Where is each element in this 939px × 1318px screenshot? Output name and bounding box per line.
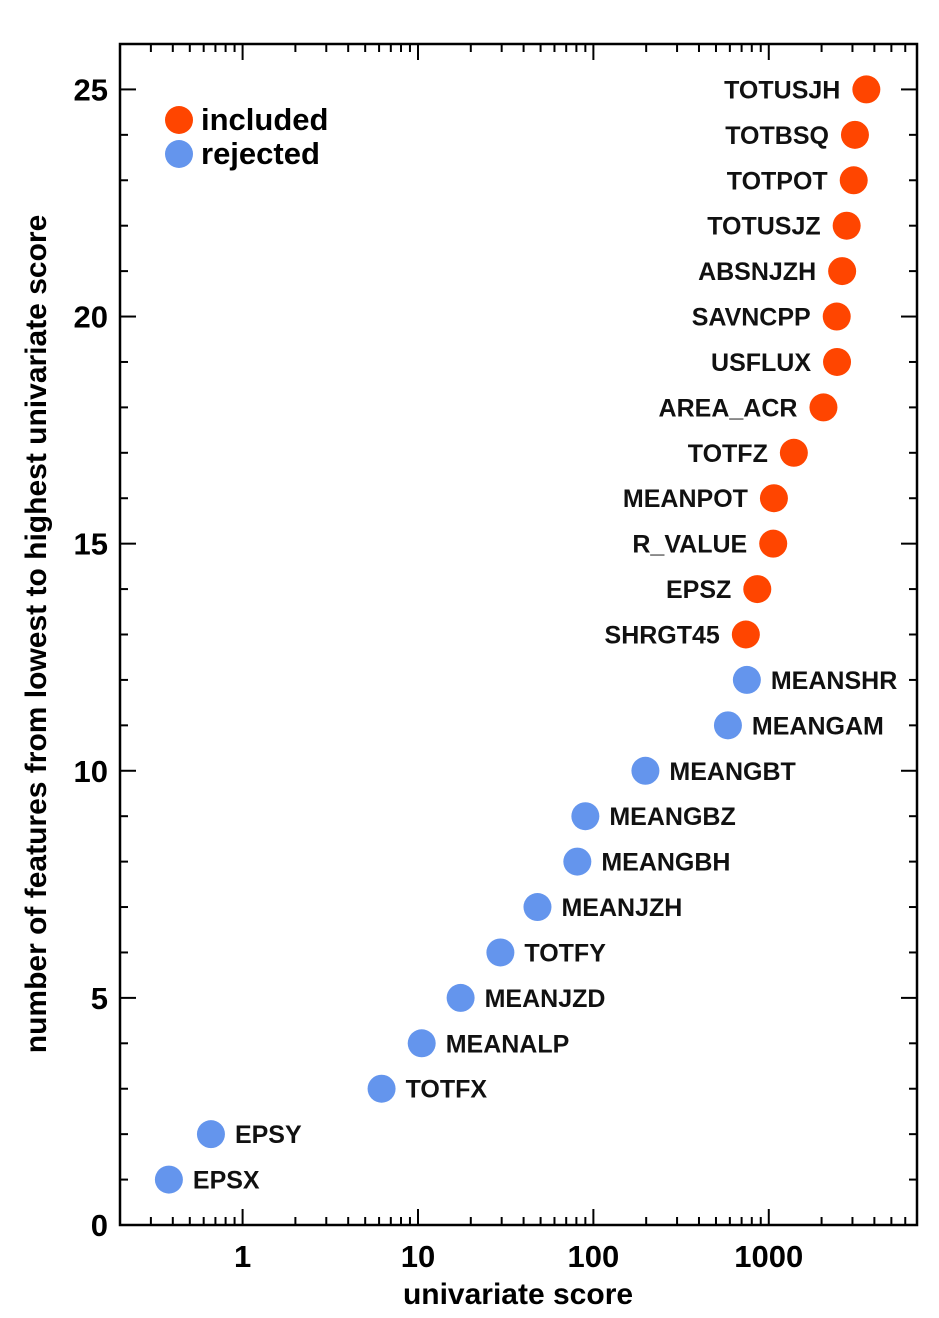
data-point-label: TOTFZ [688,440,768,468]
data-point-label: EPSZ [666,576,731,604]
data-point-included [822,302,851,331]
data-point-included [759,529,788,558]
data-point-label: SAVNCPP [692,304,811,332]
data-point-label: EPSX [193,1167,260,1195]
x-tick-labels: 1 10 100 1000 [234,1239,803,1274]
data-point-included [840,120,869,149]
data-point-label: MEANJZD [485,985,606,1013]
data-point-label: TOTUSJH [724,76,840,104]
data-point-included [731,620,760,649]
y-tick-label: 0 [91,1208,108,1243]
axis-ticks [119,43,918,1226]
data-point-rejected [631,756,660,785]
data-point-included [852,75,881,104]
legend-entry-label: included [201,102,328,137]
data-point-label: MEANALP [446,1030,570,1058]
data-point-included [828,257,857,286]
data-point-included [839,166,868,195]
data-point-label: USFLUX [711,349,811,377]
data-point-rejected [196,1120,225,1149]
data-points: SHRGT45 EPSZ R_VALUE MEANPOT TOTFZ AREA_ACR US… [154,75,897,1195]
data-point-rejected [367,1074,396,1103]
data-point-rejected [154,1165,183,1194]
y-tick-label: 25 [74,72,108,107]
data-point-label: MEANSHR [771,667,897,695]
data-point-label: AREA_ACR [659,394,798,422]
x-tick-label: 10 [401,1239,435,1274]
legend-entry-label: rejected [201,136,320,171]
data-point-label: MEANGBT [669,758,795,786]
data-point-label: TOTFY [524,939,606,967]
data-point-label: MEANGBZ [609,803,735,831]
data-point-label: MEANJZH [561,894,682,922]
y-tick-labels: 0 5 10 15 20 25 [74,72,108,1243]
y-axis-title: number of features from lowest to highes… [20,215,53,1054]
data-point-included [759,484,788,513]
data-point-included [743,575,772,604]
data-point-rejected [446,983,475,1012]
data-point-rejected [563,847,592,876]
y-tick-label: 10 [74,754,108,789]
data-point-included [823,347,852,376]
y-tick-label: 20 [74,300,108,335]
data-point-label: MEANPOT [623,485,748,513]
data-point-label: TOTUSJZ [707,213,820,241]
data-point-label: MEANGAM [752,712,884,740]
x-tick-label: 1 [234,1239,251,1274]
data-point-rejected [486,938,515,967]
data-point-label: TOTBSQ [725,122,829,150]
data-point-rejected [732,665,761,694]
x-tick-label: 100 [568,1239,620,1274]
data-point-rejected [571,802,600,831]
legend-marker [165,140,193,168]
data-point-rejected [523,893,552,922]
data-point-label: SHRGT45 [605,622,720,650]
data-point-label: TOTFX [406,1076,488,1104]
data-point-rejected [713,711,742,740]
legend-marker [165,106,193,134]
data-point-label: ABSNJZH [698,258,816,286]
data-point-label: EPSY [235,1121,302,1149]
data-point-label: MEANGBH [601,849,730,877]
data-point-label: R_VALUE [632,531,747,559]
data-point-rejected [407,1029,436,1058]
data-point-included [832,211,861,240]
y-tick-label: 15 [74,527,108,562]
x-axis-title: univariate score [403,1278,633,1311]
data-point-included [809,393,838,422]
data-point-included [779,438,808,467]
data-point-label: TOTPOT [727,167,828,195]
x-tick-label: 1000 [734,1239,803,1274]
y-tick-label: 5 [91,981,108,1016]
